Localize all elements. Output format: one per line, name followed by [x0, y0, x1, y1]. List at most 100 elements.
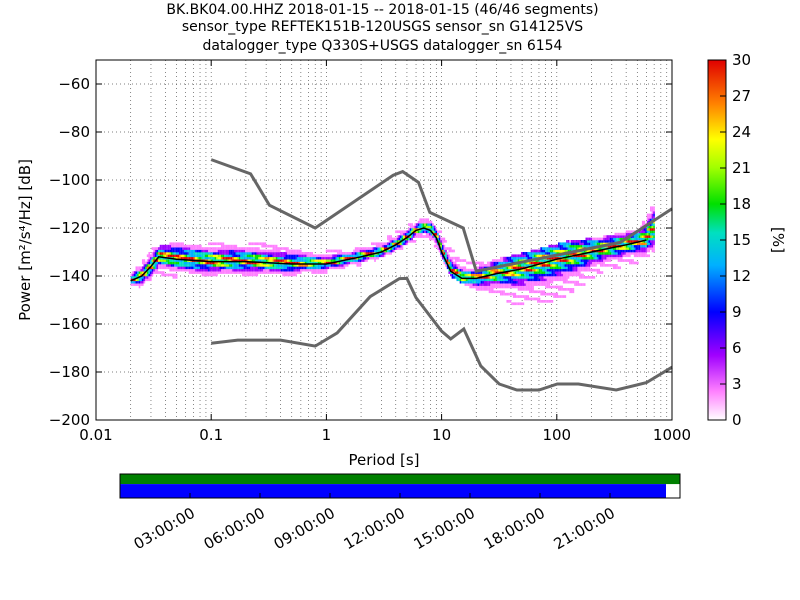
density-cell: [448, 254, 451, 258]
density-cell: [220, 268, 223, 272]
density-cell: [567, 259, 570, 262]
density-cell: [541, 290, 544, 294]
density-cell: [170, 273, 173, 277]
density-cell: [340, 254, 342, 258]
density-cell: [595, 264, 597, 267]
density-cell: [195, 261, 197, 265]
density-cell: [158, 264, 160, 267]
density-cell: [317, 264, 320, 267]
density-cell: [530, 297, 533, 301]
y-axis-label: Power [m²/s⁴/Hz] [dB]: [16, 159, 34, 321]
density-cell: [477, 273, 480, 277]
density-cell: [554, 261, 557, 265]
density-cell: [295, 273, 297, 277]
density-cell: [487, 276, 489, 279]
density-cell: [603, 237, 605, 241]
density-cell: [227, 271, 230, 274]
density-cell: [241, 254, 244, 258]
density-cell: [362, 252, 365, 255]
density-cell: [454, 266, 457, 270]
density-cell: [566, 278, 568, 282]
density-cell: [558, 271, 560, 274]
density-cell: [225, 271, 228, 274]
density-cell: [325, 271, 328, 274]
density-cell: [437, 235, 439, 238]
density-cell: [470, 273, 473, 277]
density-cell: [430, 237, 433, 241]
density-cell: [590, 264, 592, 267]
density-cell: [537, 273, 539, 277]
density-cell: [519, 278, 521, 282]
density-cell: [322, 254, 325, 258]
density-cell: [616, 247, 618, 250]
density-cell: [174, 276, 176, 279]
density-cell: [182, 259, 184, 262]
density-cell: [440, 242, 442, 246]
density-cell: [477, 271, 480, 274]
density-cell: [614, 254, 617, 258]
density-cell: [191, 252, 194, 255]
density-cell: [577, 271, 580, 274]
density-cell: [587, 240, 589, 243]
density-cell: [566, 261, 568, 265]
density-cell: [429, 228, 431, 231]
density-cell: [174, 244, 176, 248]
density-cell: [443, 249, 446, 253]
density-cell: [304, 252, 307, 255]
density-cell: [567, 249, 570, 253]
density-cell: [182, 256, 184, 260]
density-cell: [391, 240, 394, 243]
density-cell: [519, 283, 521, 286]
density-cell: [425, 223, 428, 226]
density-cell: [179, 259, 181, 262]
density-cell: [177, 242, 180, 246]
density-cell: [233, 259, 236, 262]
density-cell: [209, 259, 212, 262]
density-cell: [317, 256, 320, 260]
density-cell: [587, 259, 589, 262]
density-cell: [548, 268, 551, 272]
density-cell: [587, 268, 589, 272]
density-cell: [493, 283, 496, 286]
density-cell: [541, 254, 544, 258]
density-cell: [554, 292, 557, 296]
density-cell: [130, 283, 133, 286]
density-cell: [529, 285, 531, 289]
density-cell: [416, 235, 418, 238]
density-cell: [645, 228, 647, 231]
density-cell: [482, 280, 484, 284]
density-cell: [522, 268, 525, 272]
density-cell: [259, 252, 262, 255]
density-cell: [559, 242, 562, 246]
density-cell: [537, 252, 539, 255]
density-cell: [488, 278, 491, 282]
density-cell: [519, 280, 521, 284]
density-cell: [193, 268, 196, 272]
density-cell: [269, 244, 271, 248]
density-cell: [611, 244, 613, 248]
density-cell: [406, 232, 409, 236]
density-cell: [537, 259, 539, 262]
density-cell: [324, 256, 326, 260]
density-cell: [570, 264, 573, 267]
density-cell: [140, 283, 142, 286]
density-cell: [411, 228, 413, 231]
density-cell: [574, 264, 576, 267]
density-cell: [537, 290, 539, 294]
density-cell: [180, 252, 183, 255]
density-cell: [153, 252, 155, 255]
density-cell: [500, 280, 502, 284]
density-cell: [179, 264, 181, 267]
density-cell: [135, 283, 138, 286]
density-cell: [501, 273, 504, 277]
density-cell: [493, 271, 496, 274]
density-cell: [438, 235, 441, 238]
density-cell: [314, 261, 317, 265]
density-cell: [206, 273, 209, 277]
density-cell: [309, 252, 312, 255]
density-cell: [333, 249, 336, 253]
density-cell: [137, 283, 139, 286]
density-cell: [254, 273, 257, 277]
density-cell: [209, 268, 212, 272]
density-cell: [172, 252, 175, 255]
